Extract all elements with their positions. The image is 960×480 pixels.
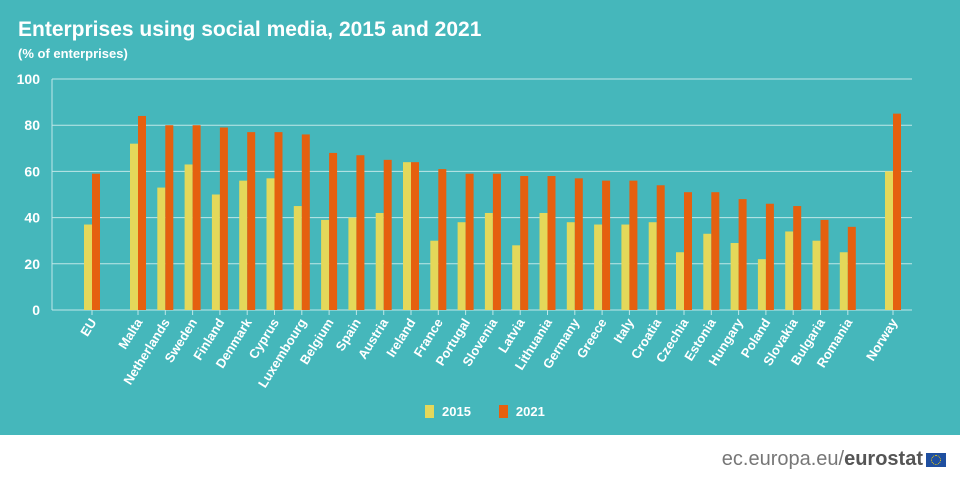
bar-2021-denmark [247, 132, 256, 310]
footer-eurostat: eurostat [844, 448, 923, 470]
bar-2021-estonia [711, 192, 720, 310]
bar-2015-sweden [184, 164, 193, 310]
legend-item-2021: 2021 [498, 404, 545, 419]
bar-2015-latvia [512, 245, 521, 310]
bar-2015-eu [84, 224, 92, 310]
bar-2021-bulgaria [820, 219, 829, 310]
bar-2015-ireland [403, 162, 411, 310]
bar-2015-germany [566, 222, 575, 310]
bar-2021-slovenia [492, 173, 501, 310]
bar-2015-poland [757, 259, 766, 310]
bar-2021-belgium [329, 152, 338, 310]
bar-2015-spain [348, 217, 357, 310]
y-tick-label: 20 [24, 256, 40, 272]
legend: 2015 2021 [425, 404, 545, 419]
bar-2015-croatia [648, 222, 657, 310]
bar-2021-czechia [684, 192, 692, 310]
bar-2021-latvia [520, 176, 529, 310]
bar-2015-estonia [703, 233, 712, 310]
chart-title: Enterprises using social media, 2015 and… [18, 18, 482, 41]
bar-2021-sweden [192, 125, 201, 310]
y-tick-label: 100 [17, 71, 41, 87]
bar-2021-norway [893, 113, 901, 311]
bar-2015-czechia [676, 252, 684, 310]
bar-2021-spain [356, 155, 365, 310]
bar-2015-luxembourg [293, 206, 302, 310]
bar-2021-finland [219, 127, 228, 310]
bar-2021-portugal [465, 173, 474, 310]
legend-swatch-2021 [498, 405, 508, 418]
legend-swatch-2015 [425, 405, 434, 418]
bar-2021-germany [574, 178, 583, 310]
legend-label-2015: 2015 [442, 404, 471, 419]
bar-2021-netherlands [165, 125, 174, 310]
bar-2015-romania [839, 252, 848, 310]
bar-2021-lithuania [547, 176, 556, 310]
y-tick-label: 40 [24, 210, 40, 226]
bar-2021-croatia [656, 185, 665, 310]
bar-2021-greece [602, 180, 611, 310]
bar-2015-norway [885, 171, 893, 310]
bar-2021-eu [92, 173, 100, 310]
chart-subtitle: (% of enterprises) [18, 46, 128, 61]
footer-domain: ec.europa.eu/ [721, 448, 845, 470]
x-tick-label: Italy [610, 315, 637, 346]
footer-brand[interactable]: ec.europa.eu/eurostat [722, 448, 946, 471]
bar-2021-slovakia [793, 206, 802, 310]
bar-2015-belgium [321, 219, 330, 310]
x-tick-label: Norway [863, 315, 901, 363]
y-tick-label: 0 [32, 302, 40, 318]
bar-2015-lithuania [539, 212, 548, 310]
bar-2021-romania [847, 226, 856, 310]
bar-2015-slovakia [785, 231, 794, 310]
bar-2015-cyprus [266, 178, 275, 310]
y-tick-label: 80 [24, 117, 40, 133]
legend-label-2021: 2021 [515, 404, 545, 419]
bar-2015-malta [130, 143, 138, 310]
bar-2015-greece [594, 224, 603, 310]
bar-2015-hungary [730, 243, 739, 310]
bar-2015-bulgaria [812, 240, 821, 310]
bar-2021-luxembourg [301, 134, 310, 310]
bar-2015-france [430, 240, 439, 310]
bar-2021-malta [138, 115, 146, 311]
bar-2015-austria [375, 212, 384, 310]
bar-2015-netherlands [157, 187, 166, 310]
legend-item-2015: 2015 [425, 404, 471, 419]
bar-2015-finland [211, 194, 220, 310]
bar-2015-portugal [457, 222, 466, 310]
bar-2021-hungary [738, 199, 747, 310]
bar-2021-italy [629, 180, 638, 310]
bar-2015-italy [621, 224, 630, 310]
eu-flag-icon [926, 452, 946, 467]
bar-2015-denmark [239, 180, 248, 310]
bar-2021-poland [765, 203, 774, 310]
bar-2021-cyprus [274, 132, 283, 310]
bar-2015-slovenia [484, 212, 493, 310]
x-tick-label: EU [77, 316, 99, 339]
bar-2021-france [438, 169, 447, 310]
y-tick-label: 60 [24, 163, 40, 179]
bar-2021-austria [383, 159, 392, 310]
bar-2021-ireland [411, 162, 419, 310]
